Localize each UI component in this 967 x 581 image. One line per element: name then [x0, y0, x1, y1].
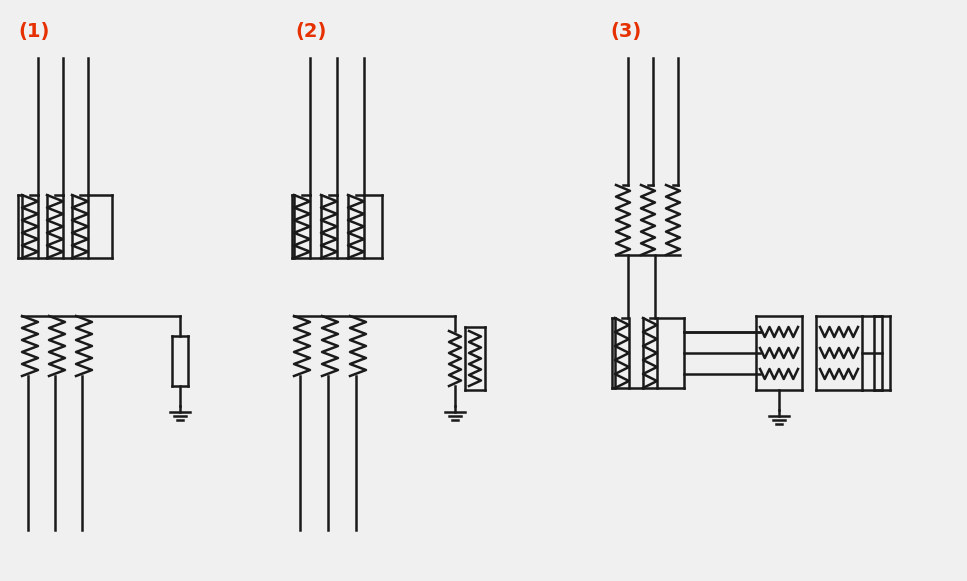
Text: (1): (1)	[18, 22, 49, 41]
Text: (2): (2)	[295, 22, 327, 41]
Text: (3): (3)	[610, 22, 641, 41]
